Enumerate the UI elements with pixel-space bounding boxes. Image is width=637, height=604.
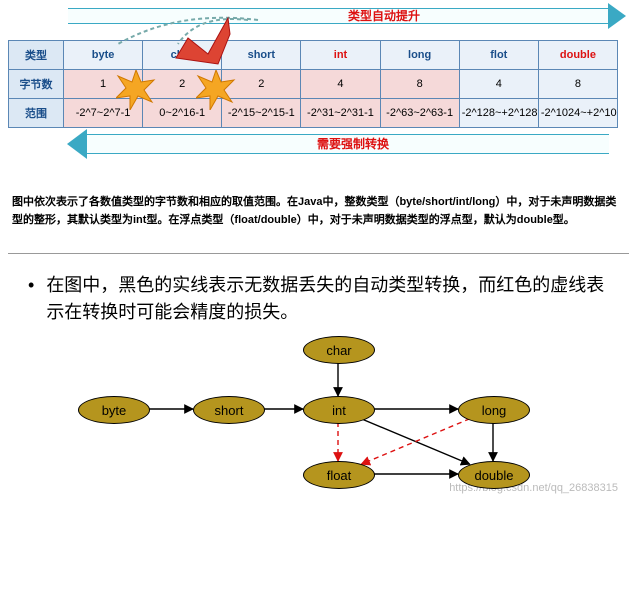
- bullet-dot: •: [28, 272, 34, 326]
- graph-node-int: int: [303, 396, 375, 424]
- cell-bytes: 8: [538, 70, 617, 99]
- cell-range: 0~2^16-1: [143, 99, 222, 128]
- cell-bytes: 1: [64, 70, 143, 99]
- cell-range: -2^1024~+2^1024: [538, 99, 617, 128]
- cell-range: -2^7~2^7-1: [64, 99, 143, 128]
- description-paragraph: 图中依次表示了各数值类型的字节数和相应的取值范围。在Java中，整数类型（byt…: [12, 194, 625, 229]
- col-char: char: [143, 41, 222, 70]
- row-header-range: 范围: [9, 99, 64, 128]
- cell-range: -2^63~2^63-1: [380, 99, 459, 128]
- col-short: short: [222, 41, 301, 70]
- graph-node-char: char: [303, 336, 375, 364]
- types-table: 类型 byte char short int long flot double …: [8, 40, 618, 128]
- cell-bytes: 4: [459, 70, 538, 99]
- conversion-graph-section: • 在图中，黑色的实线表示无数据丢失的自动类型转换，而红色的虚线表示在转换时可能…: [8, 253, 629, 496]
- cell-range: -2^128~+2^128: [459, 99, 538, 128]
- graph-node-byte: byte: [78, 396, 150, 424]
- table-row-range: 范围 -2^7~2^7-1 0~2^16-1 -2^15~2^15-1 -2^3…: [9, 99, 618, 128]
- type-promotion-block: 类型自动提升 类型 byte char short int long flot …: [8, 8, 629, 154]
- cell-bytes: 2: [222, 70, 301, 99]
- col-double: double: [538, 41, 617, 70]
- bullet-text: 在图中，黑色的实线表示无数据丢失的自动类型转换，而红色的虚线表示在转换时可能会精…: [46, 272, 609, 326]
- row-header-type: 类型: [9, 41, 64, 70]
- bullet-item: • 在图中，黑色的实线表示无数据丢失的自动类型转换，而红色的虚线表示在转换时可能…: [8, 272, 629, 336]
- cell-range: -2^31~2^31-1: [301, 99, 380, 128]
- col-long: long: [380, 41, 459, 70]
- col-byte: byte: [64, 41, 143, 70]
- cell-range: -2^15~2^15-1: [222, 99, 301, 128]
- graph-node-long: long: [458, 396, 530, 424]
- cell-bytes: 4: [301, 70, 380, 99]
- row-header-bytes: 字节数: [9, 70, 64, 99]
- col-int: int: [301, 41, 380, 70]
- arrow-top-label: 类型自动提升: [348, 7, 420, 24]
- cell-bytes: 2: [143, 70, 222, 99]
- type-conversion-graph: https://blog.csdn.net/qq_26838315 charby…: [28, 336, 628, 496]
- table-row-header: 类型 byte char short int long flot double: [9, 41, 618, 70]
- arrow-force-cast: 需要强制转换: [86, 134, 609, 154]
- cell-bytes: 8: [380, 70, 459, 99]
- arrow-auto-promote: 类型自动提升: [68, 8, 609, 24]
- col-flot: flot: [459, 41, 538, 70]
- arrow-bottom-label: 需要强制转换: [317, 135, 389, 152]
- graph-node-float: float: [303, 461, 375, 489]
- graph-node-double: double: [458, 461, 530, 489]
- graph-node-short: short: [193, 396, 265, 424]
- table-row-bytes: 字节数 1 2 2 4 8 4 8: [9, 70, 618, 99]
